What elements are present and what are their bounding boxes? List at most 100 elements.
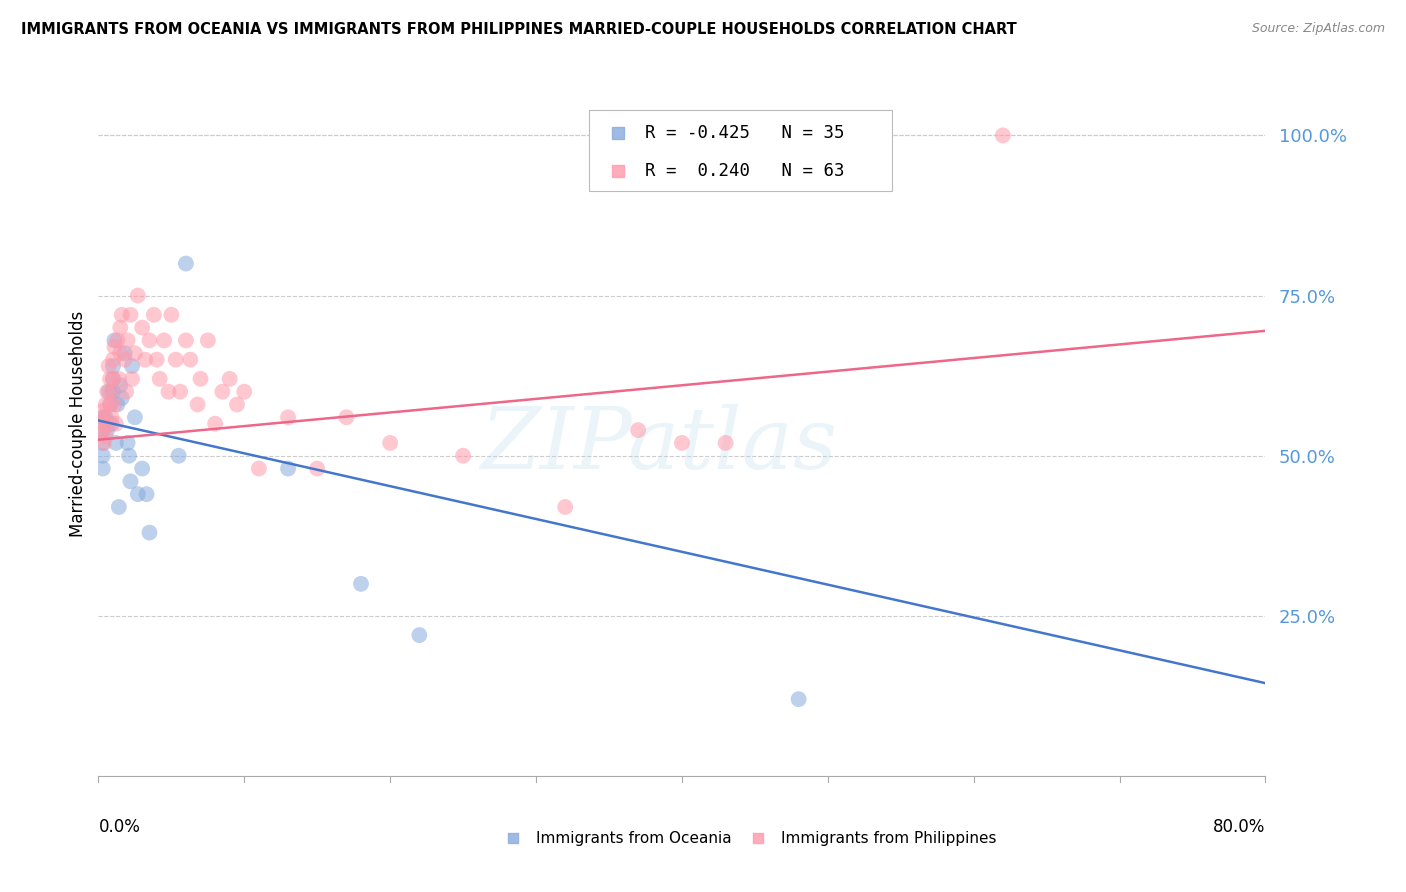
Point: [167, 449, 190, 463]
Point: [165, 352, 187, 367]
Point: [247, 461, 270, 475]
Text: 0.0%: 0.0%: [98, 818, 141, 837]
Point: [451, 449, 474, 463]
Point: [204, 417, 226, 431]
Text: IMMIGRANTS FROM OCEANIA VS IMMIGRANTS FROM PHILIPPINES MARRIED-COUPLE HOUSEHOLDS: IMMIGRANTS FROM OCEANIA VS IMMIGRANTS FR…: [21, 22, 1017, 37]
Point: [408, 628, 430, 642]
Point: [101, 359, 124, 373]
Point: [121, 359, 143, 373]
Point: [91, 410, 114, 425]
Point: [138, 334, 160, 348]
Point: [114, 346, 136, 360]
Point: [131, 461, 153, 475]
Point: [605, 825, 627, 839]
Point: [149, 372, 172, 386]
Point: [111, 391, 134, 405]
Point: [160, 308, 183, 322]
Point: [97, 384, 120, 399]
Point: [94, 410, 117, 425]
Point: [103, 340, 125, 354]
Point: [97, 359, 120, 373]
Point: [108, 372, 131, 386]
Point: [134, 352, 156, 367]
Y-axis label: Married-couple Households: Married-couple Households: [69, 310, 87, 537]
Point: [108, 500, 131, 514]
Point: [91, 404, 114, 418]
Text: Immigrants from Philippines: Immigrants from Philippines: [782, 830, 997, 846]
Point: [197, 334, 219, 348]
Point: [98, 397, 121, 411]
Point: [226, 397, 249, 411]
Point: [991, 128, 1014, 143]
Point: [100, 384, 122, 399]
Point: [554, 500, 576, 514]
Point: [98, 397, 121, 411]
Point: [211, 384, 233, 399]
Point: [671, 436, 693, 450]
Point: [111, 308, 134, 322]
Point: [110, 320, 132, 334]
FancyBboxPatch shape: [589, 110, 891, 191]
Point: [96, 417, 118, 431]
Point: [101, 372, 124, 386]
Point: [124, 346, 146, 360]
Point: [174, 256, 197, 270]
Point: [117, 436, 139, 450]
Point: [104, 417, 127, 431]
Point: [96, 423, 118, 437]
Point: [93, 410, 115, 425]
Point: [218, 372, 240, 386]
Point: [277, 410, 299, 425]
Point: [135, 487, 157, 501]
Point: [101, 352, 124, 367]
Point: [94, 397, 117, 411]
Point: [335, 410, 357, 425]
Point: [131, 320, 153, 334]
Text: R = -0.425   N = 35: R = -0.425 N = 35: [644, 124, 844, 142]
Point: [110, 378, 132, 392]
Point: [103, 334, 125, 348]
Point: [911, 825, 934, 839]
Point: [174, 334, 197, 348]
Point: [100, 417, 122, 431]
Text: R =  0.240   N = 63: R = 0.240 N = 63: [644, 161, 844, 180]
Point: [105, 334, 128, 348]
Point: [104, 436, 127, 450]
Point: [737, 219, 759, 233]
Point: [91, 423, 114, 437]
Point: [90, 417, 112, 431]
Point: [142, 308, 165, 322]
Point: [120, 475, 142, 489]
Point: [153, 334, 176, 348]
Point: [277, 461, 299, 475]
Point: [93, 436, 115, 450]
Point: [114, 352, 136, 367]
Point: [127, 288, 149, 302]
Text: Immigrants from Oceania: Immigrants from Oceania: [536, 830, 731, 846]
Point: [94, 429, 117, 443]
Point: [187, 397, 209, 411]
Point: [110, 346, 132, 360]
Point: [146, 352, 169, 367]
Point: [105, 397, 128, 411]
Point: [179, 352, 201, 367]
Point: [117, 334, 139, 348]
Point: [350, 577, 373, 591]
Point: [737, 184, 759, 198]
Point: [190, 372, 212, 386]
Point: [101, 372, 124, 386]
Point: [787, 692, 810, 706]
Point: [101, 384, 124, 399]
Text: Source: ZipAtlas.com: Source: ZipAtlas.com: [1251, 22, 1385, 36]
Point: [98, 372, 121, 386]
Text: ZIPatlas: ZIPatlas: [479, 403, 837, 486]
Point: [120, 308, 142, 322]
Point: [124, 410, 146, 425]
Point: [115, 384, 138, 399]
Point: [103, 397, 125, 411]
Point: [91, 423, 114, 437]
Text: 80.0%: 80.0%: [1213, 818, 1265, 837]
Point: [380, 436, 402, 450]
Point: [127, 487, 149, 501]
Point: [157, 384, 180, 399]
